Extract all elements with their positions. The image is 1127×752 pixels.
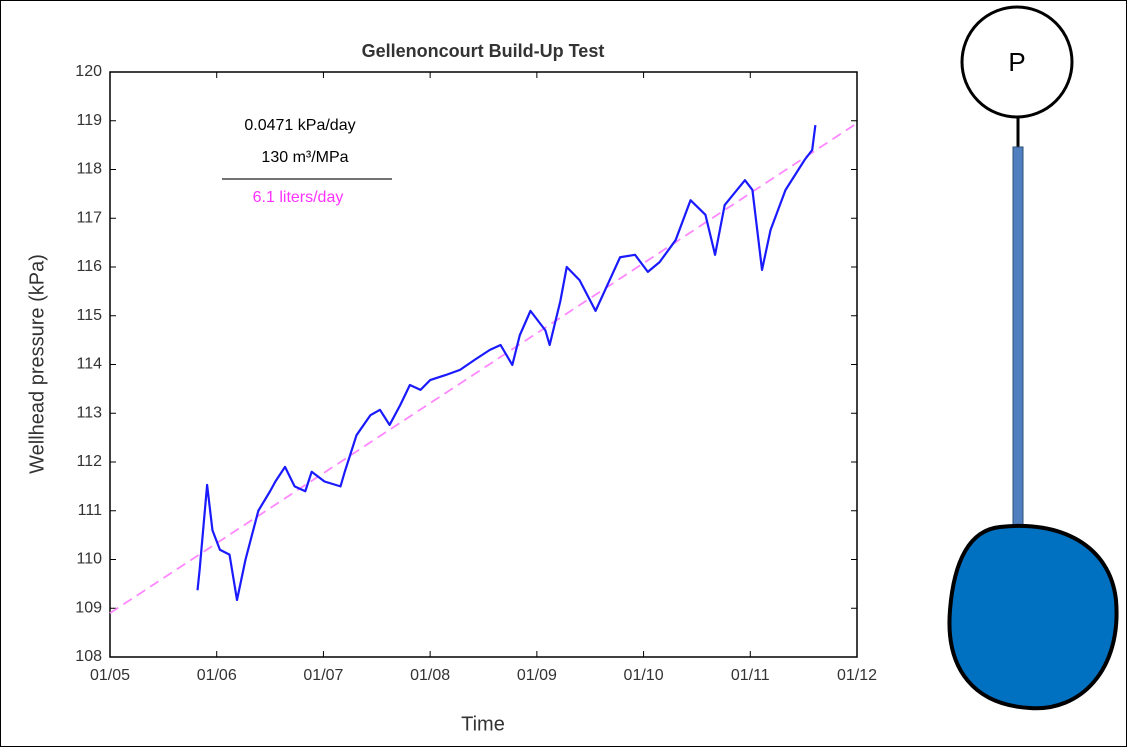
x-tick-label: 01/06: [197, 667, 237, 684]
data-line: [196, 124, 817, 602]
gauge-label: P: [1008, 47, 1025, 77]
x-tick-label: 01/11: [731, 667, 770, 684]
y-tick-label: 120: [75, 63, 102, 80]
well-diagram: P: [947, 5, 1119, 711]
y-tick-label: 110: [76, 551, 102, 568]
y-tick-label: 113: [76, 404, 102, 421]
chart-title: Gellenoncourt Build-Up Test: [362, 41, 605, 61]
y-tick-label: 116: [76, 258, 102, 275]
x-tick-label: 01/05: [90, 667, 130, 684]
y-tick-label: 109: [75, 599, 102, 616]
annotation: 0.0471 kPa/day: [244, 117, 355, 134]
y-tick-label: 114: [76, 356, 102, 373]
pressure-gauge: [960, 5, 1074, 119]
x-tick-label: 01/08: [410, 667, 450, 684]
well-pipe: [1012, 146, 1024, 528]
y-tick-label: 108: [75, 648, 102, 665]
y-tick-label: 112: [76, 453, 102, 470]
x-tick-label: 01/10: [624, 667, 664, 684]
reservoir: [947, 523, 1119, 711]
x-tick-label: 01/07: [303, 667, 343, 684]
y-tick-label: 117: [76, 209, 102, 226]
x-tick-label: 01/12: [837, 667, 877, 684]
annotation: 6.1 liters/day: [253, 189, 344, 206]
y-tick-label: 115: [76, 307, 102, 324]
trend-line: [109, 122, 858, 614]
annotation: 130 m³/MPa: [261, 149, 348, 166]
y-tick-label: 118: [76, 161, 102, 178]
x-axis-label: Time: [461, 713, 505, 735]
y-axis-label: Wellhead pressure (kPa): [26, 254, 48, 474]
x-tick-label: 01/09: [517, 667, 557, 684]
y-tick-label: 119: [76, 112, 102, 129]
y-tick-label: 111: [78, 502, 102, 519]
